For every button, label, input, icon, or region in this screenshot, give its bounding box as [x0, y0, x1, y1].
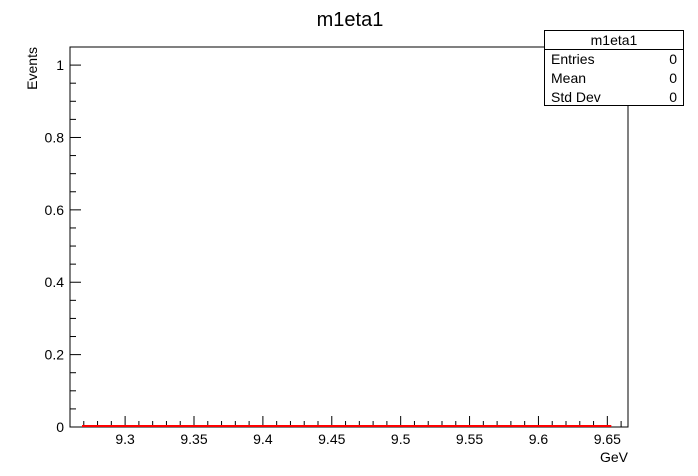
stats-label: Entries [551, 51, 595, 67]
x-tick-label: 9.45 [318, 431, 345, 447]
x-tick-label: 9.35 [180, 431, 207, 447]
x-tick-label: 9.6 [529, 431, 549, 447]
y-axis-ticks [70, 46, 81, 428]
x-tick-label: 9.65 [594, 431, 621, 447]
stats-row-mean: Mean 0 [545, 69, 683, 88]
y-tick-label: 0.2 [45, 347, 65, 363]
x-axis-tick-labels: 9.3 9.35 9.4 9.45 9.5 9.55 9.6 9.65 [115, 431, 621, 447]
y-tick-label: 0.4 [45, 274, 65, 290]
x-axis-label: GeV [600, 449, 629, 465]
stats-label: Mean [551, 70, 587, 86]
chart-title: m1eta1 [317, 9, 384, 31]
x-tick-label: 9.4 [253, 431, 273, 447]
stats-value: 0 [669, 89, 677, 105]
stats-row-stddev: Std Dev 0 [545, 88, 683, 107]
stats-box: m1eta1 Entries 0 Mean 0 Std Dev 0 [544, 30, 684, 106]
stats-box-title: m1eta1 [545, 31, 683, 50]
y-tick-label: 0.6 [45, 202, 65, 218]
stats-row-entries: Entries 0 [545, 50, 683, 69]
stats-value: 0 [669, 51, 677, 67]
y-tick-label: 1 [56, 57, 64, 73]
x-tick-label: 9.5 [391, 431, 411, 447]
y-axis-tick-labels: 0 0.2 0.4 0.6 0.8 1 [45, 57, 65, 435]
y-axis-label: Events [24, 47, 40, 90]
x-tick-label: 9.55 [456, 431, 483, 447]
y-tick-label: 0 [56, 419, 64, 435]
y-tick-label: 0.8 [45, 129, 65, 145]
x-tick-label: 9.3 [115, 431, 135, 447]
stats-label: Std Dev [551, 89, 601, 105]
stats-value: 0 [669, 70, 677, 86]
